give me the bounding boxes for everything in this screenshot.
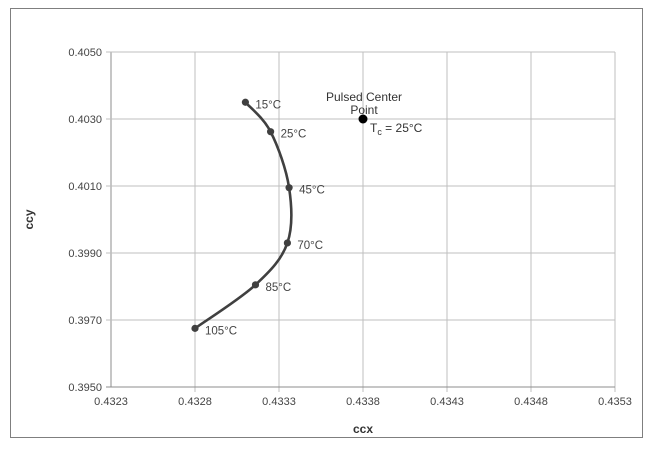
data-point	[241, 98, 249, 106]
annotation-t: T	[370, 121, 378, 135]
annotation-line-3: Tc = 25°C	[370, 121, 423, 137]
chart-svg: 0.4323 0.4328 0.4333 0.4338 0.4343 0.4348 0.43…	[22, 47, 632, 436]
x-tick-label: 0.4338	[346, 396, 380, 408]
y-tick-label: 0.3950	[68, 382, 102, 394]
y-tick-label: 0.4030	[68, 114, 102, 126]
data-point	[283, 239, 291, 247]
x-tick-label: 0.4328	[178, 396, 212, 408]
x-tick-label: 0.4353	[598, 396, 632, 408]
x-tick-label: 0.4343	[430, 396, 464, 408]
pulsed-center-annotation: Pulsed Center Point Tc = 25°C	[326, 90, 423, 137]
annotation-rest: = 25°C	[382, 121, 423, 135]
data-point-label: 105°C	[205, 325, 237, 337]
data-point	[267, 128, 275, 136]
x-tick-label: 0.4333	[262, 396, 296, 408]
pulsed-center-point	[358, 114, 368, 124]
y-tick-label: 0.3970	[68, 315, 102, 327]
x-axis-title: ccx	[353, 422, 373, 436]
annotation-line-1: Pulsed Center	[326, 90, 402, 104]
data-point-label: 25°C	[281, 129, 307, 141]
x-tick-label: 0.4323	[94, 396, 128, 408]
y-tick-label: 0.4050	[68, 47, 102, 59]
data-point	[285, 184, 293, 192]
y-tick-label: 0.4010	[68, 181, 102, 193]
data-point	[251, 281, 260, 289]
chart-frame: 0.4323 0.4328 0.4333 0.4338 0.4343 0.4348 0.43…	[10, 8, 643, 438]
point-labels: 15°C 25°C 45°C 70°C 85°C 105°C	[205, 99, 325, 337]
y-tick-labels: 0.4050 0.4030 0.4010 0.3990 0.3970 0.3950	[68, 47, 102, 394]
annotation-line-2: Point	[350, 103, 378, 117]
data-point-label: 45°C	[299, 185, 325, 197]
x-tick-label: 0.4348	[514, 396, 548, 408]
x-tick-labels: 0.4323 0.4328 0.4333 0.4338 0.4343 0.4348 0.43…	[94, 396, 632, 408]
series-markers	[191, 98, 293, 332]
data-point	[191, 324, 199, 332]
annotation-sub: c	[377, 127, 382, 137]
data-point-label: 70°C	[297, 240, 323, 252]
y-tick-label: 0.3990	[68, 248, 102, 260]
series-curve	[193, 100, 293, 330]
data-point-label: 15°C	[255, 99, 281, 111]
data-point-label: 85°C	[265, 282, 291, 294]
y-axis-title: ccy	[22, 209, 36, 229]
